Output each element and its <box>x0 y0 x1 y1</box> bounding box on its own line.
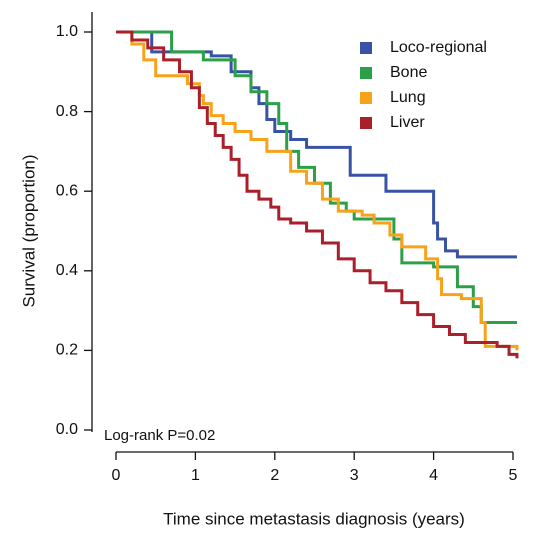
y-tick-label: 0.2 <box>56 342 78 359</box>
x-tick-label: 4 <box>429 467 438 484</box>
x-tick-label: 2 <box>270 467 279 484</box>
survival-curve <box>116 30 519 351</box>
x-tick-label: 1 <box>191 467 200 484</box>
y-tick-label: 0.6 <box>56 182 78 199</box>
y-tick-label: 0.8 <box>56 103 78 120</box>
x-tick-label: 3 <box>350 467 359 484</box>
x-tick-label: 5 <box>509 467 518 484</box>
survival-curve <box>116 30 517 259</box>
legend-swatch <box>360 42 372 54</box>
legend-swatch <box>360 92 372 104</box>
y-tick-label: 1.0 <box>56 23 78 40</box>
y-tick-label: 0.0 <box>56 421 78 438</box>
x-axis-title: Time since metastasis diagnosis (years) <box>163 509 465 528</box>
legend-swatch <box>360 67 372 79</box>
x-tick-label: 0 <box>112 467 121 484</box>
legend-swatch <box>360 117 372 129</box>
annotation: Log-rank P=0.02 <box>104 427 215 444</box>
survival-curve <box>116 30 519 359</box>
y-axis-title: Survival (proportion) <box>19 154 38 307</box>
legend-label: Liver <box>390 114 425 131</box>
y-tick-label: 0.4 <box>56 262 78 279</box>
legend-label: Lung <box>390 89 426 106</box>
legend-label: Bone <box>390 64 427 81</box>
legend-label: Loco-regional <box>390 39 487 56</box>
